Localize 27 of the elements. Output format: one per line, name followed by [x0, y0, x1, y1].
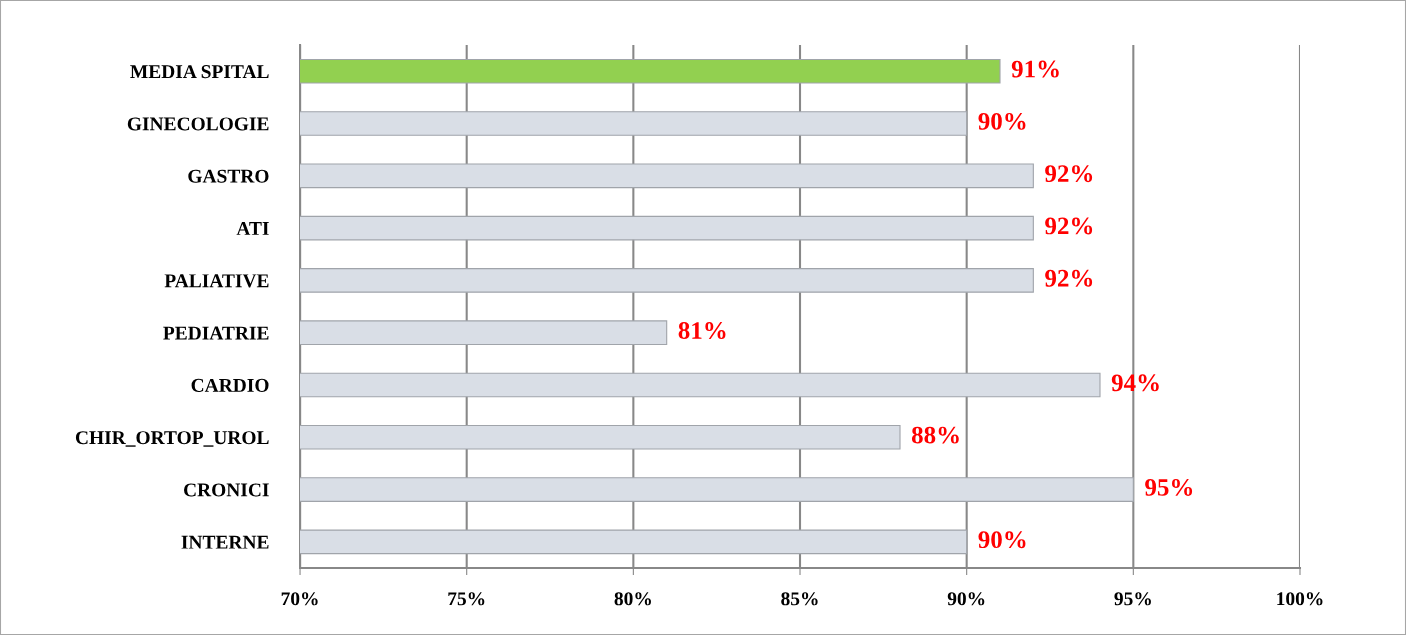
y-tick-label: CHIR_ORTOP_UROL: [75, 431, 269, 447]
data-label: 90%: [978, 112, 1026, 130]
y-tick-label: ATI: [236, 222, 269, 235]
x-tick-label: 85%: [781, 592, 818, 606]
data-label: 94%: [1111, 374, 1159, 392]
y-tick-label: CARDIO: [191, 378, 269, 392]
x-tick-label: 75%: [448, 592, 485, 606]
data-label: 90%: [978, 531, 1026, 549]
data-label: 81%: [678, 322, 726, 340]
data-label: 95%: [1145, 478, 1193, 496]
x-tick-label: 95%: [1114, 592, 1151, 606]
y-tick-label: PALIATIVE: [164, 274, 269, 288]
y-tick-label: GASTRO: [188, 169, 269, 183]
data-label: 91%: [1011, 60, 1059, 78]
data-label: 92%: [1045, 217, 1093, 235]
x-tick-label: 70%: [281, 592, 318, 606]
y-tick-label: MEDIA SPITAL: [130, 65, 269, 79]
y-tick-label: CRONICI: [184, 483, 269, 497]
y-tick-label: PEDIATRIE: [163, 326, 269, 340]
y-tick-label: GINECOLOGIE: [127, 117, 269, 131]
data-label: 92%: [1045, 165, 1093, 183]
y-tick-label: INTERNE: [181, 535, 269, 549]
x-tick-label: 90%: [947, 592, 985, 606]
x-tick-label: 80%: [614, 592, 651, 606]
data-label: 92%: [1045, 269, 1093, 287]
data-label: 88%: [911, 426, 959, 444]
x-tick-label: 100%: [1277, 592, 1323, 606]
